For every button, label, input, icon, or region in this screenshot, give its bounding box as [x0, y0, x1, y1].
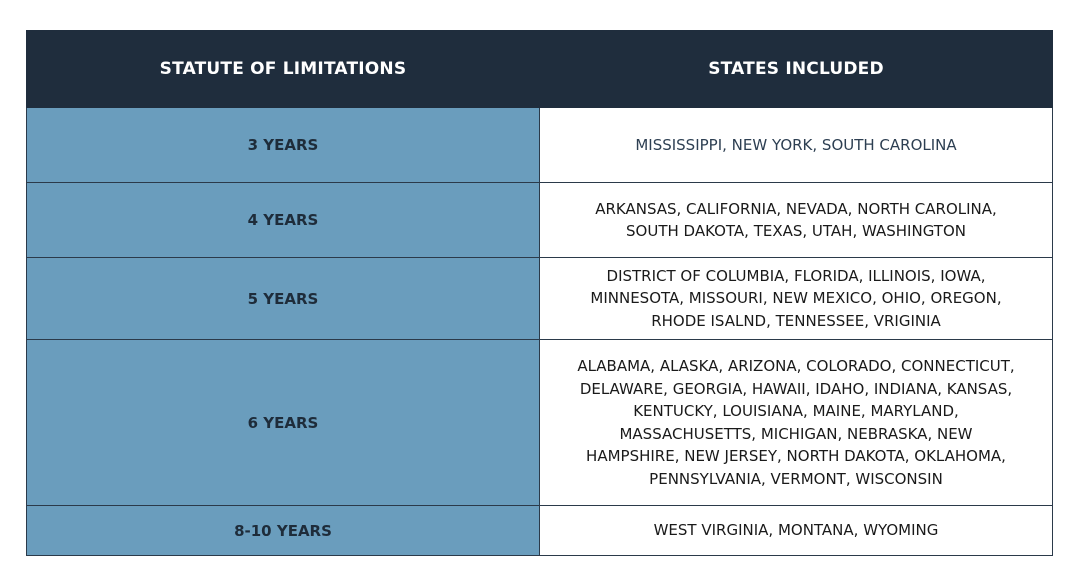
states-cell: ARKANSAS, CALIFORNIA, NEVADA, NORTH CARO…	[539, 182, 1053, 258]
states-line: MASSACHUSETTS, MICHIGAN, NEBRASKA, NEW	[619, 424, 973, 443]
states-cell: MISSISSIPPI, NEW YORK, SOUTH CAROLINA	[539, 107, 1053, 183]
states-line: ARKANSAS, CALIFORNIA, NEVADA, NORTH CARO…	[595, 199, 997, 218]
states-line: PENNSYLVANIA, VERMONT, WISCONSIN	[649, 469, 943, 488]
states-cell: ALABAMA, ALASKA, ARIZONA, COLORADO, CONN…	[539, 339, 1053, 506]
table-row: 6 YEARS ALABAMA, ALASKA, ARIZONA, COLORA…	[26, 339, 1053, 506]
years-cell: 4 YEARS	[26, 182, 540, 258]
states-line: DELAWARE, GEORGIA, HAWAII, IDAHO, INDIAN…	[579, 379, 1013, 398]
table-row: 4 YEARS ARKANSAS, CALIFORNIA, NEVADA, NO…	[26, 182, 1053, 258]
header-row: STATUTE OF LIMITATIONS STATES INCLUDED	[26, 30, 1053, 108]
states-cell: DISTRICT OF COLUMBIA, FLORIDA, ILLINOIS,…	[539, 257, 1053, 340]
states-line: DISTRICT OF COLUMBIA, FLORIDA, ILLINOIS,…	[606, 266, 986, 285]
states-line: MINNESOTA, MISSOURI, NEW MEXICO, OHIO, O…	[590, 289, 1002, 308]
states-line: RHODE ISALND, TENNESSEE, VRIGINIA	[651, 311, 941, 330]
states-cell: WEST VIRGINIA, MONTANA, WYOMING	[539, 505, 1053, 556]
header-statute: STATUTE OF LIMITATIONS	[26, 30, 540, 108]
states-line: ALABAMA, ALASKA, ARIZONA, COLORADO, CONN…	[577, 357, 1015, 375]
statute-table: STATUTE OF LIMITATIONS STATES INCLUDED 3…	[26, 30, 1053, 556]
header-states: STATES INCLUDED	[539, 30, 1053, 108]
years-cell: 3 YEARS	[26, 107, 540, 183]
table-header: STATUTE OF LIMITATIONS STATES INCLUDED	[26, 30, 1053, 108]
states-line: HAMPSHIRE, NEW JERSEY, NORTH DAKOTA, OKL…	[586, 447, 1006, 465]
table-row: 3 YEARS MISSISSIPPI, NEW YORK, SOUTH CAR…	[26, 107, 1053, 183]
years-cell: 8-10 YEARS	[26, 505, 540, 556]
years-cell: 5 YEARS	[26, 257, 540, 340]
table-row: 5 YEARS DISTRICT OF COLUMBIA, FLORIDA, I…	[26, 257, 1053, 340]
states-line: WEST VIRGINIA, MONTANA, WYOMING	[653, 521, 939, 540]
table-body: 3 YEARS MISSISSIPPI, NEW YORK, SOUTH CAR…	[26, 107, 1053, 556]
states-line: MISSISSIPPI, NEW YORK, SOUTH CAROLINA	[635, 135, 957, 154]
table-row: 8-10 YEARS WEST VIRGINIA, MONTANA, WYOMI…	[26, 505, 1053, 556]
states-line: KENTUCKY, LOUISIANA, MAINE, MARYLAND,	[633, 402, 959, 420]
states-line: SOUTH DAKOTA, TEXAS, UTAH, WASHINGTON	[626, 222, 966, 240]
years-cell: 6 YEARS	[26, 339, 540, 506]
